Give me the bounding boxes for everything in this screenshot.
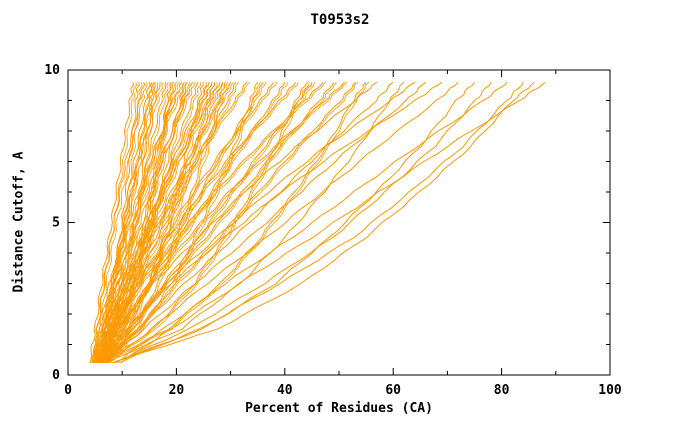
model-curve [93,81,237,364]
y-tick-label: 0 [52,368,60,383]
x-tick-label: 0 [64,383,72,398]
model-curve [99,82,288,364]
model-curve [108,81,234,363]
model-curve [97,81,194,364]
model-curve [91,81,183,363]
model-curve [96,82,215,363]
model-curve [93,81,185,363]
model-curve [99,81,297,364]
model-curve [101,81,367,364]
model-curve [112,81,535,364]
model-curve [106,82,310,364]
model-curve [96,82,151,363]
x-tick-label: 20 [169,383,185,398]
model-curve [99,82,161,363]
model-curve [105,82,267,364]
model-curve [99,81,153,363]
model-curve [108,82,278,363]
model-curve [108,81,459,364]
model-curve [106,81,348,363]
model-curve [101,81,394,364]
model-curve [119,81,524,364]
x-tick-label: 100 [598,383,622,398]
x-tick-label: 60 [385,383,401,398]
x-axis-label: Percent of Residues (CA) [245,401,433,416]
model-curve [101,81,326,363]
model-curve [98,81,324,363]
model-curve [93,82,146,363]
model-curve [96,81,248,364]
model-curve [98,81,250,364]
model-curve [101,81,156,363]
model-curve [100,82,223,363]
model-curve [114,82,492,364]
model-curve [121,81,546,364]
plot-border [67,69,611,376]
model-curve [107,81,356,364]
model-curve [103,81,427,364]
model-curve [109,82,315,363]
model-curve [99,81,378,363]
y-tick-label: 10 [44,63,60,78]
model-curve [103,81,370,364]
y-tick-label: 5 [52,216,60,231]
chart-title: T0953s2 [310,12,370,28]
model-curve [116,81,508,364]
x-tick-label: 80 [494,383,510,398]
x-tick-label: 40 [277,383,293,398]
model-curve [101,81,335,364]
model-curve [104,81,345,363]
model-curve [102,82,299,363]
model-curve [89,82,134,363]
model-curve [105,81,443,364]
model-curve [104,81,405,364]
